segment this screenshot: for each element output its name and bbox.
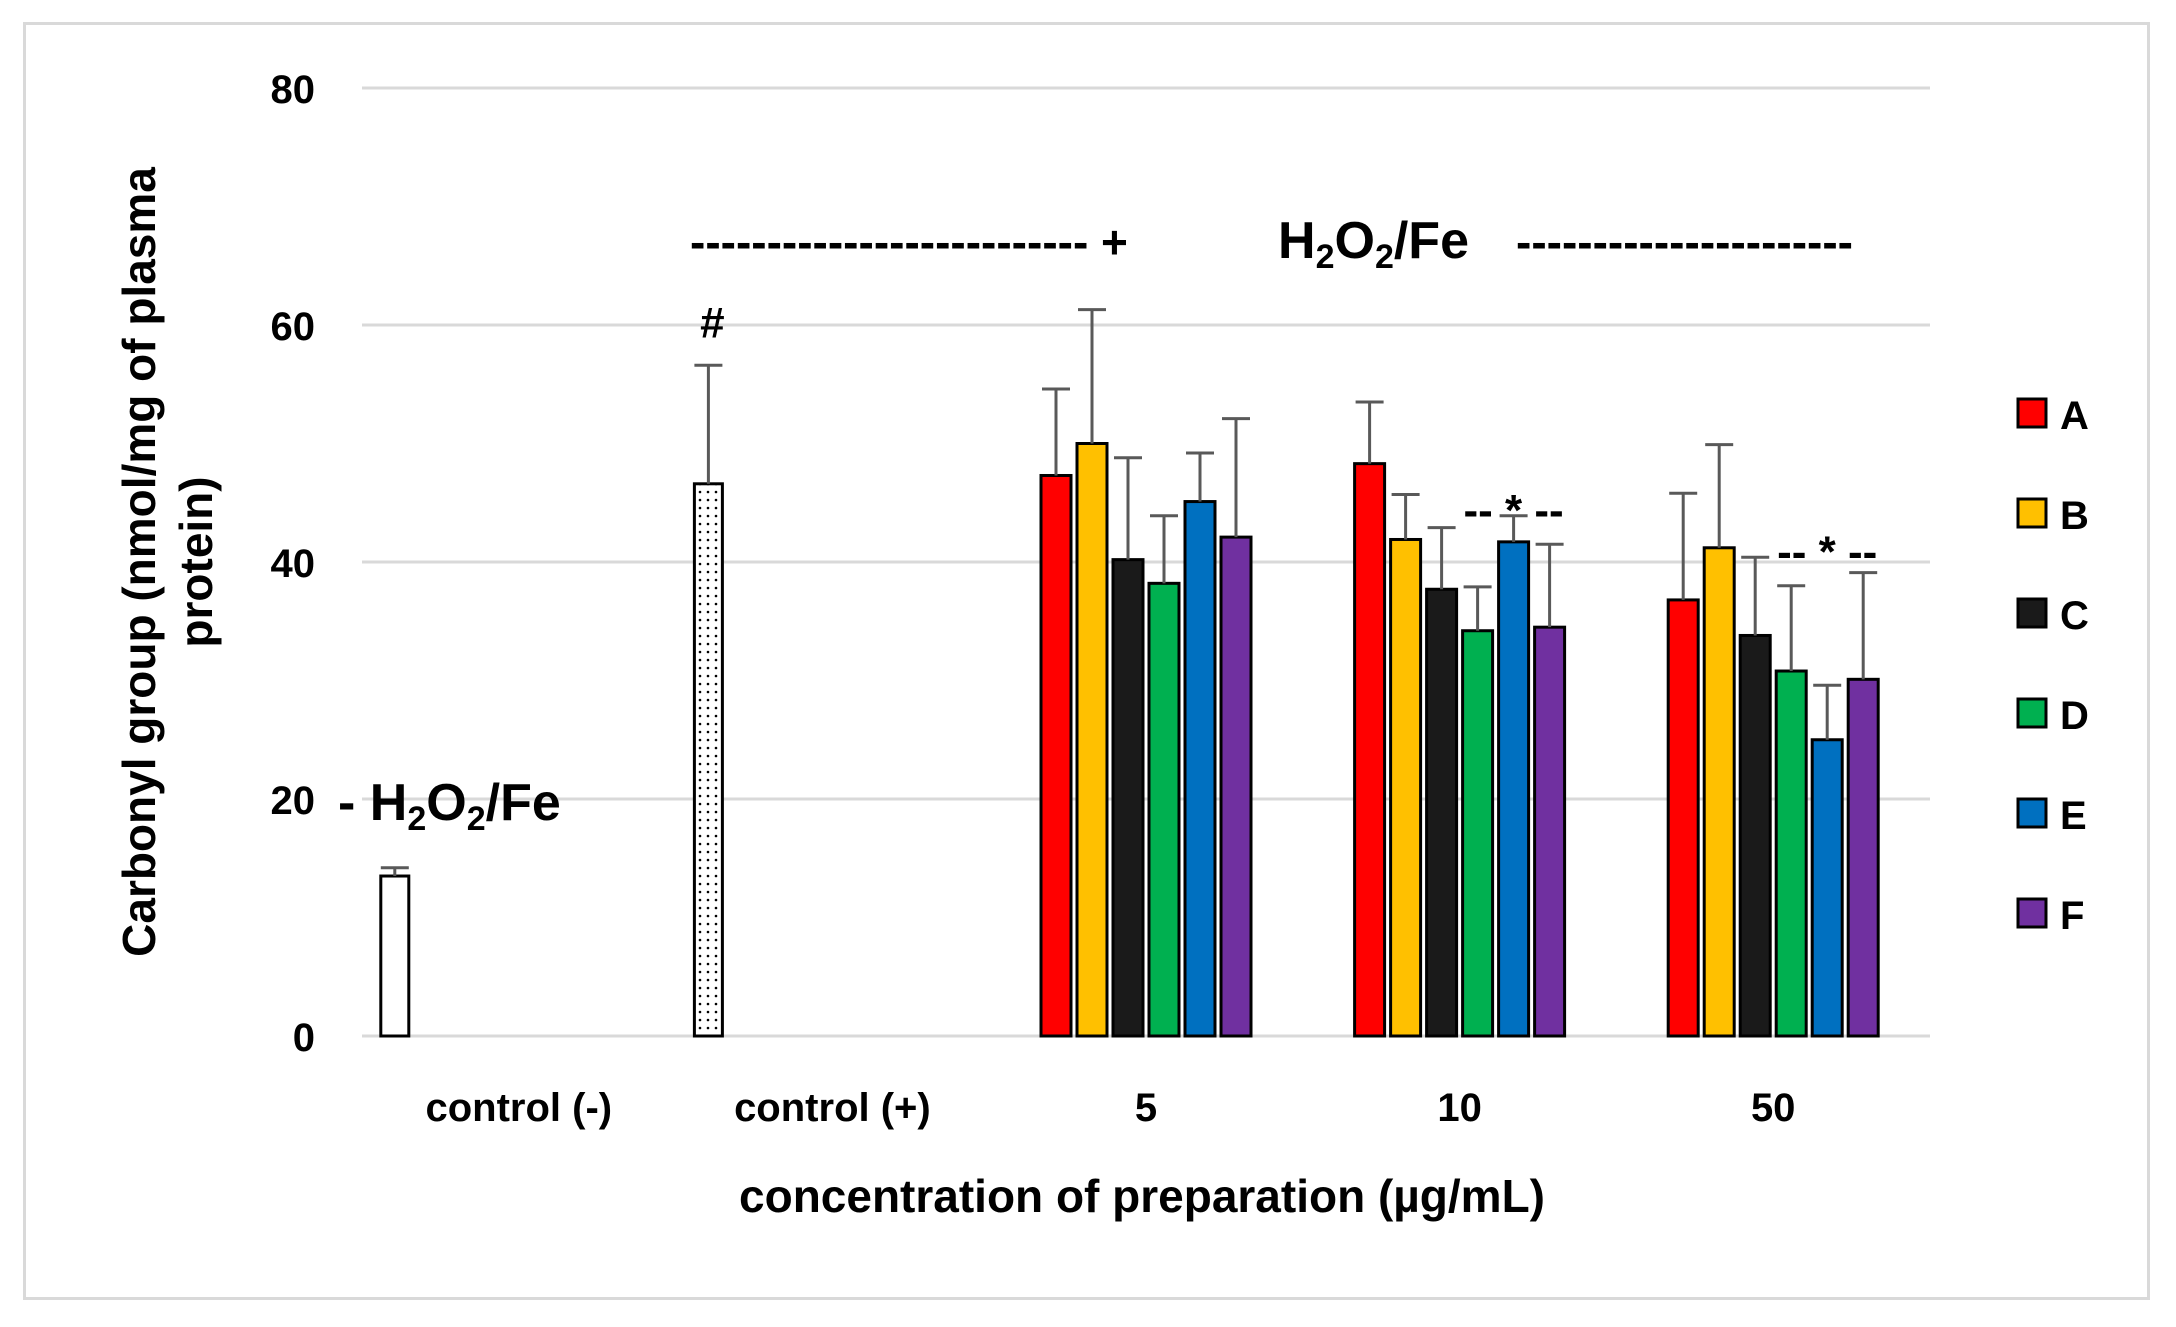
significance-star: -- * --: [1777, 528, 1877, 577]
bar-F-10: [1533, 625, 1567, 1038]
legend-label-C: C: [2060, 594, 2089, 638]
bar-A-50: [1666, 598, 1700, 1038]
y-tick-label: 20: [271, 779, 316, 823]
plus-h2o2-fe-label: H2O2/Fe: [1278, 212, 1469, 276]
bar-C-10: [1425, 587, 1459, 1038]
bars: [379, 442, 1880, 1038]
x-axis-ticks: control (-) control (+) 5 10 50: [425, 1086, 1795, 1130]
bar-C-5: [1111, 558, 1145, 1038]
bar-control-1: [692, 482, 724, 1038]
minus-h2o2-fe-label: - H2O2/Fe: [338, 774, 561, 838]
y-axis-ticks: 0 20 40 60 80: [271, 68, 316, 1060]
bar-D-50: [1774, 669, 1808, 1038]
annotations: # -- * -- -- * -- - H2O2/Fe ----------------…: [338, 212, 1877, 838]
plus-dashes-left: -------------------------- +: [690, 216, 1128, 268]
x-axis-label: concentration of preparation (µg/mL): [739, 1170, 1545, 1222]
bar-E-10: [1497, 540, 1531, 1038]
bar-A-10: [1353, 462, 1387, 1038]
bar-D-10: [1461, 629, 1495, 1038]
legend-swatch-D: [2016, 697, 2048, 729]
y-tick-label: 80: [271, 68, 316, 112]
x-tick-label: control (-): [425, 1086, 612, 1130]
x-tick-label: 50: [1751, 1086, 1796, 1130]
y-tick-label: 0: [293, 1016, 315, 1060]
x-tick-label: 5: [1135, 1086, 1157, 1130]
bar-F-5: [1219, 535, 1253, 1038]
bar-E-5: [1183, 500, 1217, 1038]
legend-swatch-C: [2016, 597, 2048, 629]
significance-star: -- * --: [1464, 486, 1564, 535]
y-tick-label: 40: [271, 542, 316, 586]
legend-swatch-F: [2016, 897, 2048, 929]
legend-label-F: F: [2060, 894, 2084, 938]
bar-C-50: [1738, 633, 1772, 1038]
bar-control-0: [379, 874, 411, 1038]
x-tick-label: control (+): [734, 1086, 931, 1130]
y-axis-label-line2: protein): [170, 476, 222, 647]
significance-hash: #: [700, 298, 724, 347]
plus-dashes-right: ----------------------: [1516, 216, 1853, 268]
error-bars: [380, 308, 1878, 877]
legend-swatch-E: [2016, 797, 2048, 829]
legend-label-B: B: [2060, 494, 2089, 538]
legend-label-D: D: [2060, 694, 2089, 738]
bar-E-50: [1810, 738, 1844, 1038]
bar-B-10: [1389, 537, 1423, 1038]
legend: A B C D E F: [2016, 394, 2089, 938]
legend-swatch-B: [2016, 497, 2048, 529]
bar-A-5: [1039, 473, 1073, 1038]
bar-B-5: [1075, 442, 1109, 1038]
y-axis-label-line1: Carbonyl group (nmol/mg of plasma: [113, 167, 165, 957]
x-tick-label: 10: [1437, 1086, 1482, 1130]
bar-B-50: [1702, 546, 1736, 1038]
bar-F-50: [1846, 677, 1880, 1038]
y-tick-label: 60: [271, 305, 316, 349]
legend-label-E: E: [2060, 794, 2087, 838]
legend-swatch-A: [2016, 397, 2048, 429]
legend-label-A: A: [2060, 394, 2089, 438]
bar-D-5: [1147, 581, 1181, 1038]
